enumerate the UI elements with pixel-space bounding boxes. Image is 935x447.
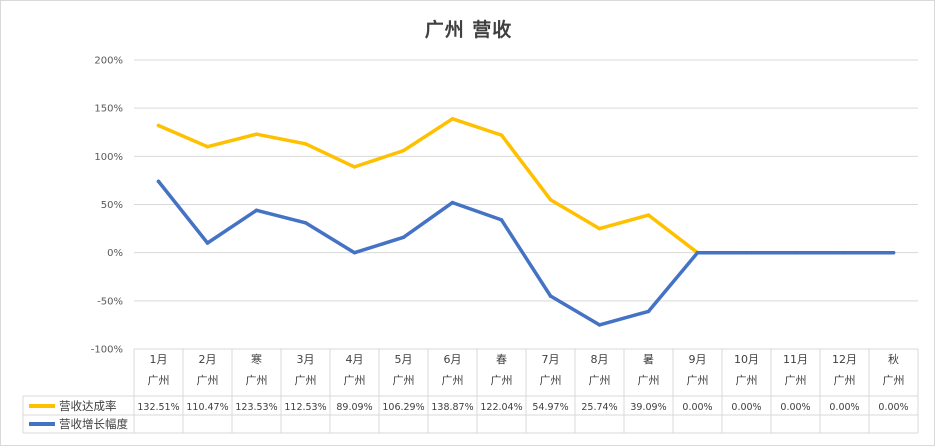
legend-label: 营收增长幅度 — [59, 417, 128, 431]
data-point — [597, 323, 602, 327]
x-category-label: 暑 — [643, 353, 654, 366]
x-category-label: 1月 — [150, 353, 168, 366]
x-category-label: 3月 — [297, 353, 315, 366]
data-point — [646, 213, 651, 217]
data-point — [352, 250, 357, 255]
x-category-sublabel: 广州 — [883, 374, 905, 387]
x-category-label: 春 — [496, 353, 507, 366]
table-cell-value: 132.51% — [137, 402, 179, 413]
y-tick-label: 50% — [101, 200, 123, 211]
x-category-label: 寒 — [251, 352, 262, 366]
y-tick-label: 150% — [94, 104, 123, 115]
data-point — [548, 197, 553, 202]
x-category-label: 11月 — [783, 353, 808, 366]
x-category-sublabel: 广州 — [393, 374, 415, 387]
table-cell-value: 0.00% — [780, 402, 810, 413]
table-cell-value: 0.00% — [878, 402, 908, 413]
table-cell-value: 0.00% — [731, 402, 761, 413]
series-line — [156, 117, 700, 255]
data-point — [744, 250, 749, 255]
x-category-label: 2月 — [199, 353, 217, 366]
x-category-label: 9月 — [689, 353, 707, 366]
data-point — [303, 142, 308, 146]
table-cell-value: 123.53% — [235, 402, 277, 413]
x-category-label: 6月 — [444, 353, 462, 366]
x-category-sublabel: 广州 — [197, 374, 219, 387]
table-cell-value: 25.74% — [581, 402, 617, 413]
data-point — [156, 179, 161, 184]
chart-title: 广州 营收 — [424, 19, 513, 41]
x-category-sublabel: 广州 — [442, 374, 464, 387]
x-category-sublabel: 广州 — [736, 374, 758, 387]
table-cell-value: 112.53% — [284, 402, 326, 413]
data-point — [597, 226, 602, 231]
x-category-sublabel: 广州 — [148, 374, 170, 387]
x-category-sublabel: 广州 — [246, 374, 268, 387]
legend-label: 营收达成率 — [59, 399, 117, 413]
data-point — [450, 200, 455, 205]
y-tick-label: -50% — [97, 296, 123, 307]
data-point — [499, 218, 504, 222]
data-point — [401, 235, 406, 240]
table-cell-value: 110.47% — [186, 402, 228, 413]
x-category-label: 8月 — [591, 353, 609, 366]
data-point — [352, 165, 357, 169]
data-point — [254, 132, 259, 136]
y-tick-label: -100% — [91, 345, 123, 356]
data-point — [303, 221, 308, 225]
x-category-sublabel: 广州 — [834, 374, 856, 387]
data-point — [548, 294, 553, 298]
y-tick-label: 100% — [94, 152, 123, 163]
data-point — [156, 123, 161, 128]
x-category-sublabel: 广州 — [491, 374, 513, 387]
data-point — [254, 208, 259, 213]
x-category-label: 12月 — [832, 353, 857, 366]
x-category-label: 7月 — [542, 353, 560, 366]
series-line — [156, 179, 896, 327]
table-cell-value: 89.09% — [336, 402, 372, 413]
data-point — [695, 250, 700, 255]
x-category-sublabel: 广州 — [540, 374, 562, 387]
x-category-sublabel: 广州 — [687, 374, 709, 387]
table-cell-value: 0.00% — [682, 402, 712, 413]
table-cell-value: 39.09% — [630, 402, 666, 413]
table-cell-value: 0.00% — [829, 402, 859, 413]
x-category-sublabel: 广州 — [638, 374, 660, 387]
y-tick-label: 200% — [94, 56, 123, 67]
data-point — [401, 148, 406, 153]
data-point — [842, 250, 847, 255]
table-cell-value: 106.29% — [382, 402, 424, 413]
data-point — [891, 250, 896, 255]
data-point — [450, 116, 455, 121]
y-tick-label: 0% — [107, 248, 123, 259]
table-cell-value: 54.97% — [532, 402, 568, 413]
x-category-sublabel: 广州 — [344, 374, 366, 387]
x-category-sublabel: 广州 — [785, 374, 807, 387]
table-cell-value: 122.04% — [480, 402, 522, 413]
data-point — [205, 241, 210, 245]
data-point — [646, 309, 651, 314]
data-point — [793, 250, 798, 255]
x-category-sublabel: 广州 — [295, 374, 317, 387]
x-category-sublabel: 广州 — [589, 374, 611, 387]
x-category-label: 5月 — [395, 353, 413, 366]
x-category-label: 秋 — [888, 352, 899, 366]
data-point — [499, 133, 504, 137]
data-point — [205, 144, 210, 149]
x-category-label: 10月 — [734, 353, 759, 366]
x-category-label: 4月 — [346, 353, 364, 366]
table-cell-value: 138.87% — [431, 402, 473, 413]
